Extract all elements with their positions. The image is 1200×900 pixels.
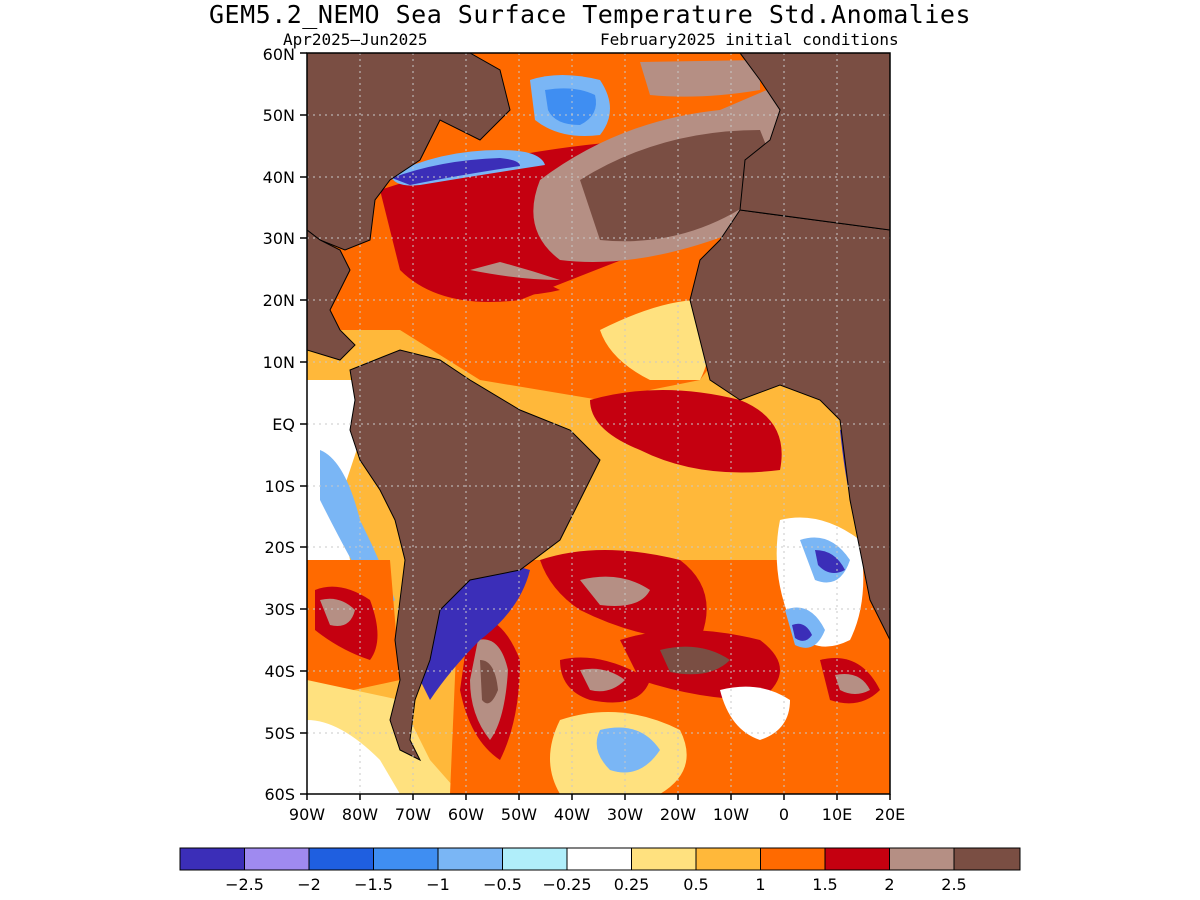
colorbar-label: 1: [755, 875, 765, 894]
colorbar-label: 0.5: [683, 875, 708, 894]
anomaly-fields: [307, 53, 890, 794]
lat-label: 60S: [264, 785, 295, 804]
land-masses: [307, 53, 890, 762]
colorbar-label: −1.5: [354, 875, 393, 894]
colorbar-label: −2.5: [225, 875, 264, 894]
lon-label: 0: [779, 805, 789, 824]
colorbar-swatch: [631, 847, 697, 871]
lon-label: 20W: [660, 805, 696, 824]
colorbar-swatch: [502, 847, 568, 871]
lon-label: 90W: [289, 805, 325, 824]
lat-label: 50N: [263, 106, 295, 125]
colorbar-swatch: [179, 847, 245, 871]
colorbar-label: −0.5: [483, 875, 522, 894]
colorbar-swatch: [308, 847, 374, 871]
map-area: [307, 53, 890, 794]
lat-label: 30N: [263, 229, 295, 248]
lon-labels: 90W 80W 70W 60W 50W 40W 30W 20W 10W 0 10…: [289, 805, 905, 824]
lon-ticks: [306, 794, 891, 800]
colorbar-label: −0.25: [542, 875, 591, 894]
colorbar-label: −2: [297, 875, 321, 894]
colorbar-label: −1: [426, 875, 450, 894]
colorbar-swatch: [566, 847, 632, 871]
forecast-period: Apr2025–Jun2025: [283, 30, 428, 49]
colorbar-swatch: [760, 847, 826, 871]
lat-label: EQ: [272, 415, 295, 434]
colorbar-swatch: [889, 847, 955, 871]
lat-label: 10S: [264, 477, 295, 496]
lat-label: 10N: [263, 353, 295, 372]
lat-label: 50S: [264, 724, 295, 743]
colorbar-swatch: [437, 847, 503, 871]
colorbar-label: 2.5: [941, 875, 966, 894]
lat-ticks: [300, 52, 307, 795]
africa: [689, 209, 890, 641]
lat-label: 20N: [263, 291, 295, 310]
colorbar-label: 0.25: [614, 875, 650, 894]
colorbar-swatch: [824, 847, 890, 871]
lon-label: 30W: [607, 805, 643, 824]
lon-label: 80W: [342, 805, 378, 824]
lon-label: 50W: [501, 805, 537, 824]
europe: [739, 53, 890, 231]
colorbar-swatch: [244, 847, 310, 871]
lat-label: 30S: [264, 600, 295, 619]
lat-label: 60N: [263, 45, 295, 64]
lat-labels: 60N 50N 40N 30N 20N 10N EQ 10S 20S 30S 4…: [263, 45, 295, 804]
lat-label: 40S: [264, 662, 295, 681]
colorbar-labels: −2.5 −2 −1.5 −1 −0.5 −0.25 0.25 0.5 1 1.…: [225, 875, 967, 894]
lon-label: 10E: [822, 805, 852, 824]
lat-label: 20S: [264, 538, 295, 557]
lon-label: 20E: [875, 805, 905, 824]
colorbar-swatch: [695, 847, 761, 871]
lon-label: 70W: [395, 805, 431, 824]
colorbar-label: 1.5: [812, 875, 837, 894]
lon-label: 60W: [448, 805, 484, 824]
lon-label: 10W: [713, 805, 749, 824]
lat-label: 40N: [263, 168, 295, 187]
central-america: [307, 229, 356, 361]
map-title: GEM5.2_NEMO Sea Surface Temperature Std.…: [208, 0, 971, 29]
colorbar-label: 2: [884, 875, 894, 894]
lon-label: 40W: [554, 805, 590, 824]
initial-conditions: February2025 initial conditions: [600, 30, 899, 49]
map-gridlines: [307, 53, 890, 794]
colorbar-swatch: [373, 847, 439, 871]
colorbar: [179, 847, 1021, 871]
colorbar-swatch: [953, 847, 1021, 871]
